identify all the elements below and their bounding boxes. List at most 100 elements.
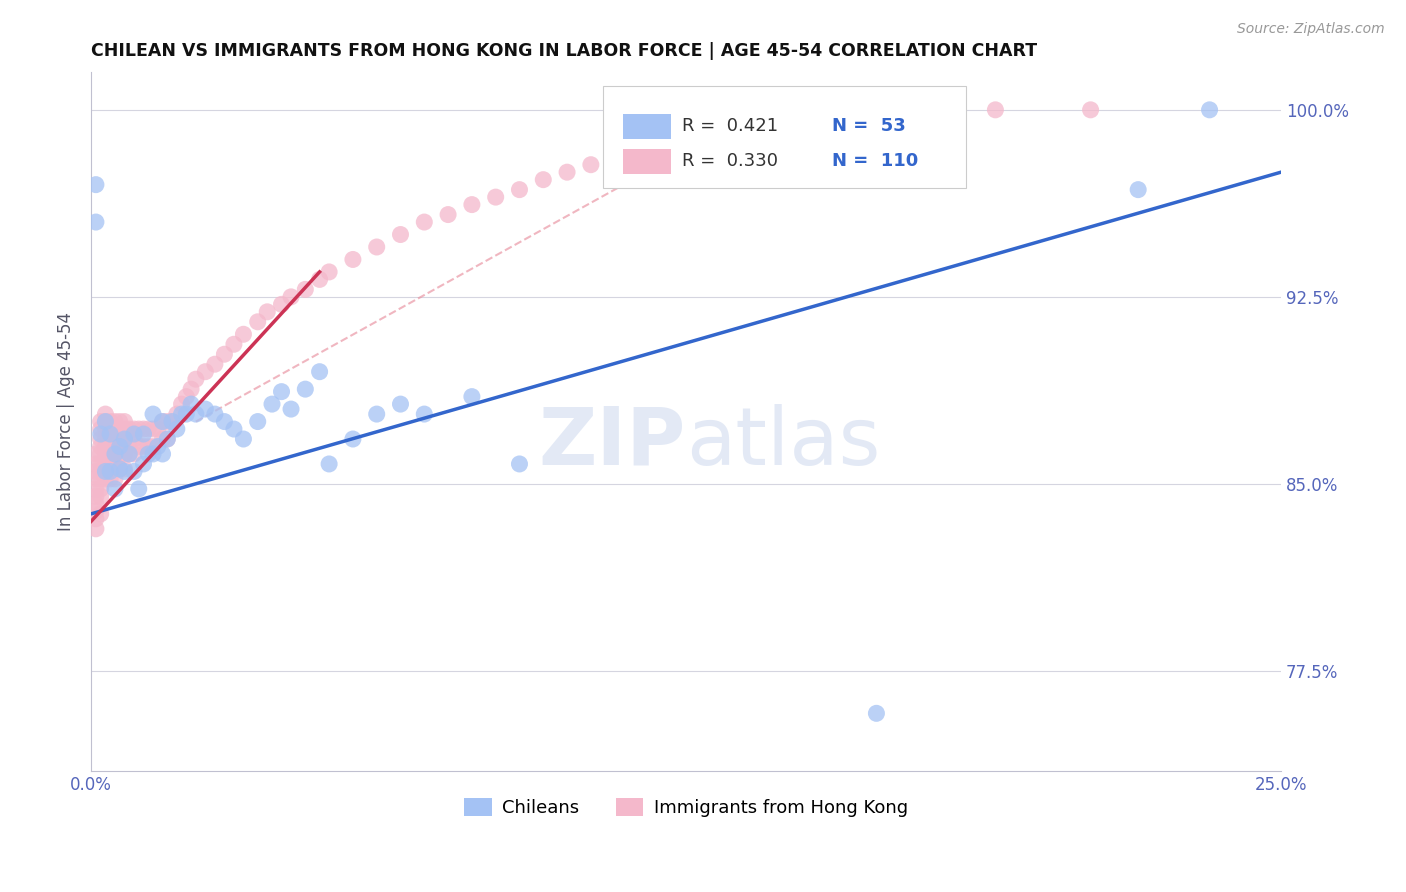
- Point: [94, 472, 117, 486]
- Point: [232, 432, 254, 446]
- Text: N =  53: N = 53: [832, 117, 905, 136]
- Point: [84, 465, 107, 479]
- Point: [136, 447, 159, 461]
- Point: [152, 415, 174, 429]
- Point: [184, 372, 207, 386]
- Point: [114, 465, 136, 479]
- Point: [132, 457, 155, 471]
- Point: [146, 422, 169, 436]
- Point: [90, 507, 112, 521]
- Point: [122, 432, 145, 446]
- Point: [865, 706, 887, 721]
- Point: [108, 440, 131, 454]
- Point: [294, 282, 316, 296]
- Point: [180, 397, 202, 411]
- Point: [90, 447, 112, 461]
- Legend: Chileans, Immigrants from Hong Kong: Chileans, Immigrants from Hong Kong: [457, 790, 915, 824]
- Point: [136, 422, 159, 436]
- Point: [122, 427, 145, 442]
- Point: [98, 427, 121, 442]
- Point: [603, 147, 626, 161]
- Point: [98, 415, 121, 429]
- Point: [984, 103, 1007, 117]
- Point: [308, 272, 330, 286]
- Point: [318, 265, 340, 279]
- Point: [118, 432, 141, 446]
- Point: [156, 415, 179, 429]
- Point: [90, 482, 112, 496]
- Point: [122, 447, 145, 461]
- Point: [84, 522, 107, 536]
- Point: [194, 365, 217, 379]
- Point: [485, 190, 508, 204]
- Point: [84, 489, 107, 503]
- Point: [94, 457, 117, 471]
- Point: [437, 208, 460, 222]
- Point: [152, 447, 174, 461]
- Point: [114, 422, 136, 436]
- Point: [294, 382, 316, 396]
- Point: [184, 407, 207, 421]
- Point: [232, 327, 254, 342]
- Point: [108, 415, 131, 429]
- Point: [461, 197, 484, 211]
- Text: Source: ZipAtlas.com: Source: ZipAtlas.com: [1237, 22, 1385, 37]
- Text: R =  0.330: R = 0.330: [682, 153, 779, 170]
- Text: ZIP: ZIP: [538, 403, 686, 482]
- Point: [747, 115, 769, 129]
- Point: [508, 457, 530, 471]
- Point: [122, 465, 145, 479]
- Point: [108, 432, 131, 446]
- Text: atlas: atlas: [686, 403, 880, 482]
- Point: [128, 482, 150, 496]
- Point: [204, 407, 226, 421]
- Point: [531, 172, 554, 186]
- Point: [104, 482, 127, 496]
- Point: [108, 447, 131, 461]
- Point: [90, 440, 112, 454]
- Point: [166, 422, 188, 436]
- Point: [98, 457, 121, 471]
- Point: [90, 472, 112, 486]
- Point: [214, 347, 236, 361]
- Text: R =  0.421: R = 0.421: [682, 117, 779, 136]
- Point: [342, 432, 364, 446]
- Point: [114, 462, 136, 476]
- Text: N =  110: N = 110: [832, 153, 918, 170]
- Point: [118, 447, 141, 461]
- Point: [94, 407, 117, 421]
- Point: [114, 415, 136, 429]
- Point: [114, 447, 136, 461]
- Point: [84, 215, 107, 229]
- Point: [118, 447, 141, 461]
- Point: [270, 297, 292, 311]
- Point: [108, 462, 131, 476]
- Point: [699, 122, 721, 136]
- Point: [152, 415, 174, 429]
- Point: [98, 432, 121, 446]
- Point: [94, 440, 117, 454]
- Point: [246, 315, 269, 329]
- Point: [270, 384, 292, 399]
- Point: [579, 158, 602, 172]
- Point: [180, 382, 202, 396]
- FancyBboxPatch shape: [603, 87, 966, 187]
- Point: [176, 407, 198, 421]
- Point: [108, 462, 131, 476]
- Point: [94, 415, 117, 429]
- Point: [146, 440, 169, 454]
- Point: [94, 465, 117, 479]
- Point: [461, 390, 484, 404]
- Point: [84, 472, 107, 486]
- Point: [136, 440, 159, 454]
- Point: [260, 397, 283, 411]
- Point: [142, 422, 165, 436]
- Point: [889, 103, 911, 117]
- Point: [118, 422, 141, 436]
- Point: [104, 422, 127, 436]
- Point: [98, 422, 121, 436]
- Point: [132, 422, 155, 436]
- Point: [508, 183, 530, 197]
- Point: [160, 415, 183, 429]
- Point: [204, 357, 226, 371]
